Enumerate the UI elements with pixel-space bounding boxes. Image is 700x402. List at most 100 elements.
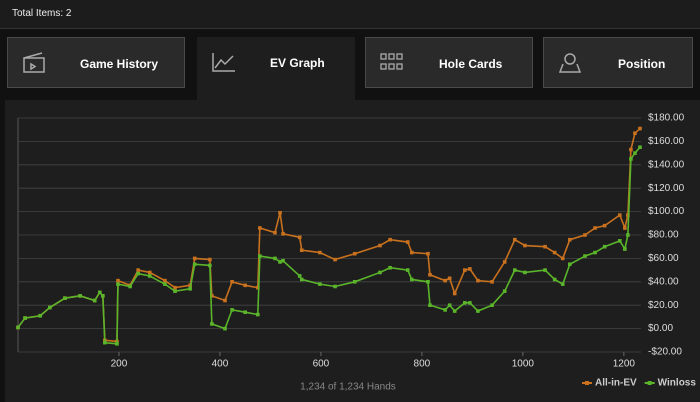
legend-label: All-in-EV <box>595 378 637 389</box>
tab-label: Position <box>618 57 666 71</box>
y-tick-label: $20.00 <box>648 300 679 311</box>
point <box>468 301 472 305</box>
tab-label: Hole Cards <box>439 57 503 71</box>
point <box>443 278 447 283</box>
point <box>378 243 382 248</box>
point <box>623 247 627 251</box>
point <box>297 274 302 278</box>
tab[interactable]: Position <box>543 37 693 88</box>
point <box>297 235 302 240</box>
point <box>208 263 212 268</box>
x-tick-label: 1000 <box>512 359 535 370</box>
legend-swatch <box>585 381 589 385</box>
point <box>192 256 197 261</box>
point <box>273 230 277 235</box>
tab[interactable]: Hole Cards <box>365 37 533 88</box>
point <box>568 237 572 242</box>
point <box>447 303 452 307</box>
point <box>633 131 637 136</box>
tab-icon <box>23 52 45 73</box>
point <box>299 277 304 282</box>
point <box>281 258 285 263</box>
point <box>299 248 304 253</box>
point <box>258 226 262 230</box>
point <box>210 294 214 298</box>
tab-icon <box>380 53 403 70</box>
y-tick-label: $100.00 <box>648 206 685 217</box>
point <box>409 277 414 282</box>
point <box>602 223 607 228</box>
point <box>210 322 214 326</box>
tab-label: EV Graph <box>270 56 325 70</box>
point <box>626 233 630 237</box>
point <box>552 277 557 282</box>
point <box>333 284 337 289</box>
y-tick-label: $120.00 <box>648 183 685 194</box>
x-label: 1,234 of 1,234 Hands <box>300 382 396 393</box>
point <box>116 282 120 286</box>
point <box>173 285 177 290</box>
point <box>523 270 527 275</box>
point <box>623 226 627 230</box>
point <box>512 268 517 272</box>
point <box>378 270 382 275</box>
point <box>352 280 357 284</box>
point <box>502 260 507 264</box>
x-tick-label: 1200 <box>613 359 636 370</box>
point <box>426 280 430 284</box>
y-tick-label: $80.00 <box>648 230 679 241</box>
point <box>63 296 67 300</box>
point <box>388 265 392 270</box>
point <box>560 282 565 286</box>
point <box>101 294 105 298</box>
point <box>638 145 642 150</box>
point <box>38 313 43 318</box>
total-items: Total Items: 2 <box>0 0 700 29</box>
point <box>463 301 467 305</box>
tab[interactable]: Game History <box>7 37 185 88</box>
point <box>230 308 234 312</box>
point <box>192 262 197 267</box>
point <box>273 256 277 261</box>
point <box>638 126 642 131</box>
point <box>523 243 527 248</box>
point <box>258 254 262 258</box>
point <box>188 287 192 291</box>
tab-label: Game History <box>80 57 159 71</box>
y-tick-label: $60.00 <box>648 253 679 264</box>
point <box>256 312 260 317</box>
graph-panel: 1,234 of 1,234 Hands -$20.00 $0.00 $20.00 $… <box>5 100 700 402</box>
point <box>490 280 494 284</box>
point <box>16 325 20 330</box>
point <box>452 309 457 313</box>
point <box>243 310 247 315</box>
point <box>388 237 392 242</box>
point <box>560 256 565 261</box>
y-tick-label: $40.00 <box>648 276 679 287</box>
point <box>593 226 597 230</box>
point <box>97 290 102 295</box>
point <box>447 276 452 281</box>
point <box>352 251 357 256</box>
point <box>552 250 557 255</box>
point <box>318 282 322 286</box>
point <box>163 278 167 283</box>
point <box>476 309 480 313</box>
y-tick-label: -$20.00 <box>648 347 682 358</box>
point <box>48 305 52 310</box>
point <box>602 244 607 249</box>
point <box>223 298 227 303</box>
y-tick-label: $140.00 <box>648 159 685 170</box>
point <box>103 340 107 345</box>
point <box>163 282 167 286</box>
point <box>116 278 120 283</box>
point <box>136 271 140 276</box>
point <box>115 342 119 346</box>
point <box>490 303 494 307</box>
point <box>428 303 432 307</box>
point <box>583 254 587 258</box>
point <box>278 210 282 215</box>
tab[interactable]: EV Graph <box>197 37 355 100</box>
point <box>147 274 152 278</box>
